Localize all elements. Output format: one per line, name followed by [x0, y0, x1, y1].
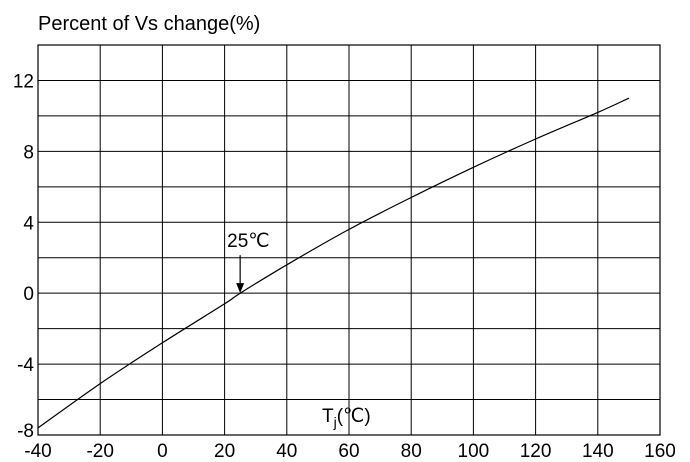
x-axis-label-rest: (℃) — [337, 406, 371, 427]
y-tick-label: 8 — [23, 142, 34, 163]
x-tick-label: 140 — [582, 441, 614, 462]
x-tick-label: 100 — [458, 441, 490, 462]
y-tick-label: -4 — [17, 355, 34, 376]
x-axis-tick-labels: -40 -20 0 20 40 60 80 100 120 140 160 — [24, 441, 676, 462]
y-tick-label: 12 — [13, 71, 34, 92]
x-tick-label: -40 — [24, 441, 51, 462]
x-axis-label-sub: j — [333, 414, 337, 430]
annotation-arrow-head — [236, 283, 245, 294]
series-line — [37, 97, 630, 429]
x-axis-label-main: T — [322, 406, 334, 427]
grid-lines — [38, 45, 660, 435]
x-tick-label: 40 — [276, 441, 297, 462]
annotation-25c: 25℃ — [227, 231, 270, 294]
x-tick-label: 0 — [157, 441, 168, 462]
x-axis-label: Tj(℃) — [322, 406, 371, 430]
y-axis-tick-labels: -8 -4 0 4 8 12 — [13, 71, 35, 442]
y-tick-label: 4 — [23, 213, 34, 234]
x-tick-label: 20 — [214, 441, 235, 462]
chart-title: Percent of Vs change(%) — [38, 13, 260, 35]
x-tick-label: 80 — [401, 441, 422, 462]
x-tick-label: 120 — [520, 441, 552, 462]
x-tick-label: 160 — [644, 441, 676, 462]
plot-area — [37, 44, 661, 436]
x-tick-label: -20 — [86, 441, 113, 462]
y-tick-label: 0 — [23, 284, 34, 305]
x-tick-label: 60 — [338, 441, 359, 462]
y-tick-label: -8 — [17, 421, 34, 442]
annotation-label: 25℃ — [227, 231, 269, 252]
